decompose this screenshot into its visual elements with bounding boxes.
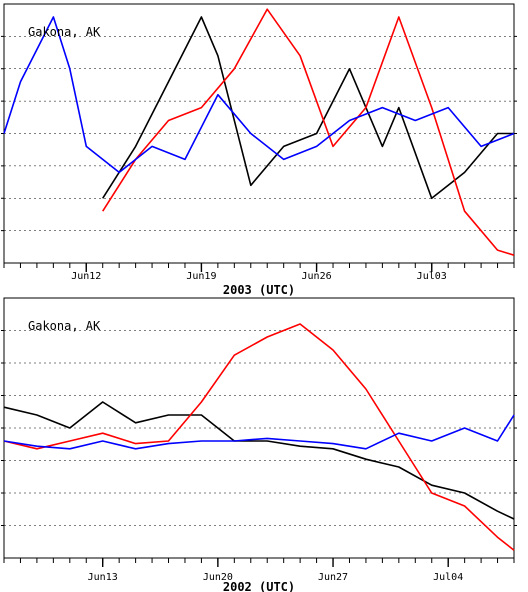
x-tick-label: Jun20: [203, 572, 233, 583]
x-axis-title: 2003 (UTC): [223, 283, 295, 297]
x-tick-label: Jun26: [302, 271, 332, 282]
station-label: Gakona, AK: [28, 319, 101, 333]
x-tick-label: Jun27: [318, 572, 348, 583]
series-line-0: [3, 401, 515, 520]
x-tick-label: Jun19: [186, 271, 216, 282]
series-line-1: [102, 8, 515, 256]
series-line-2: [3, 414, 515, 450]
x-tick-label: Jun12: [71, 271, 101, 282]
series-line-2: [3, 16, 515, 174]
x-axis-title: 2002 (UTC): [223, 580, 295, 592]
x-tick-label: Jun13: [88, 572, 118, 583]
x-tick-label: Jul04: [433, 572, 463, 583]
series-line-1: [3, 323, 515, 551]
x-tick-label: Jul03: [417, 271, 447, 282]
station-label: Gakona, AK: [28, 25, 101, 39]
series-line-0: [102, 16, 514, 200]
